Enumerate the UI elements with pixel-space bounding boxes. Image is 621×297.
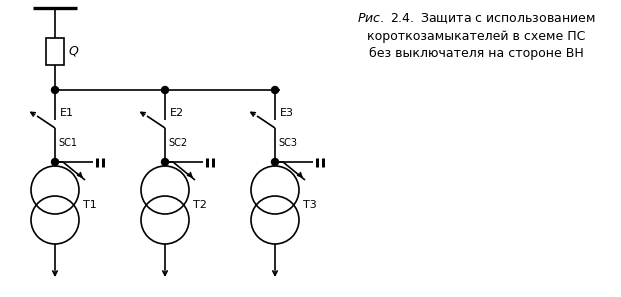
Circle shape — [52, 159, 58, 165]
Text: SC1: SC1 — [58, 138, 77, 148]
Text: без выключателя на стороне ВН: без выключателя на стороне ВН — [369, 47, 584, 60]
Circle shape — [271, 159, 278, 165]
Text: T1: T1 — [83, 200, 97, 210]
Text: короткозамыкателей в схеме ПС: короткозамыкателей в схеме ПС — [368, 30, 586, 43]
Text: T3: T3 — [303, 200, 317, 210]
Text: $Q$: $Q$ — [68, 45, 79, 59]
Circle shape — [52, 86, 58, 94]
Text: SC3: SC3 — [278, 138, 297, 148]
Text: SC2: SC2 — [168, 138, 187, 148]
Circle shape — [271, 86, 278, 94]
Text: E2: E2 — [170, 108, 184, 118]
Bar — [46, 38, 64, 65]
Text: E3: E3 — [280, 108, 294, 118]
Circle shape — [161, 159, 168, 165]
Text: T2: T2 — [193, 200, 207, 210]
Text: $\it{Рис.\ 2.4.}$ Защита с использованием: $\it{Рис.\ 2.4.}$ Защита с использование… — [358, 12, 596, 26]
Text: E1: E1 — [60, 108, 74, 118]
Circle shape — [161, 86, 168, 94]
